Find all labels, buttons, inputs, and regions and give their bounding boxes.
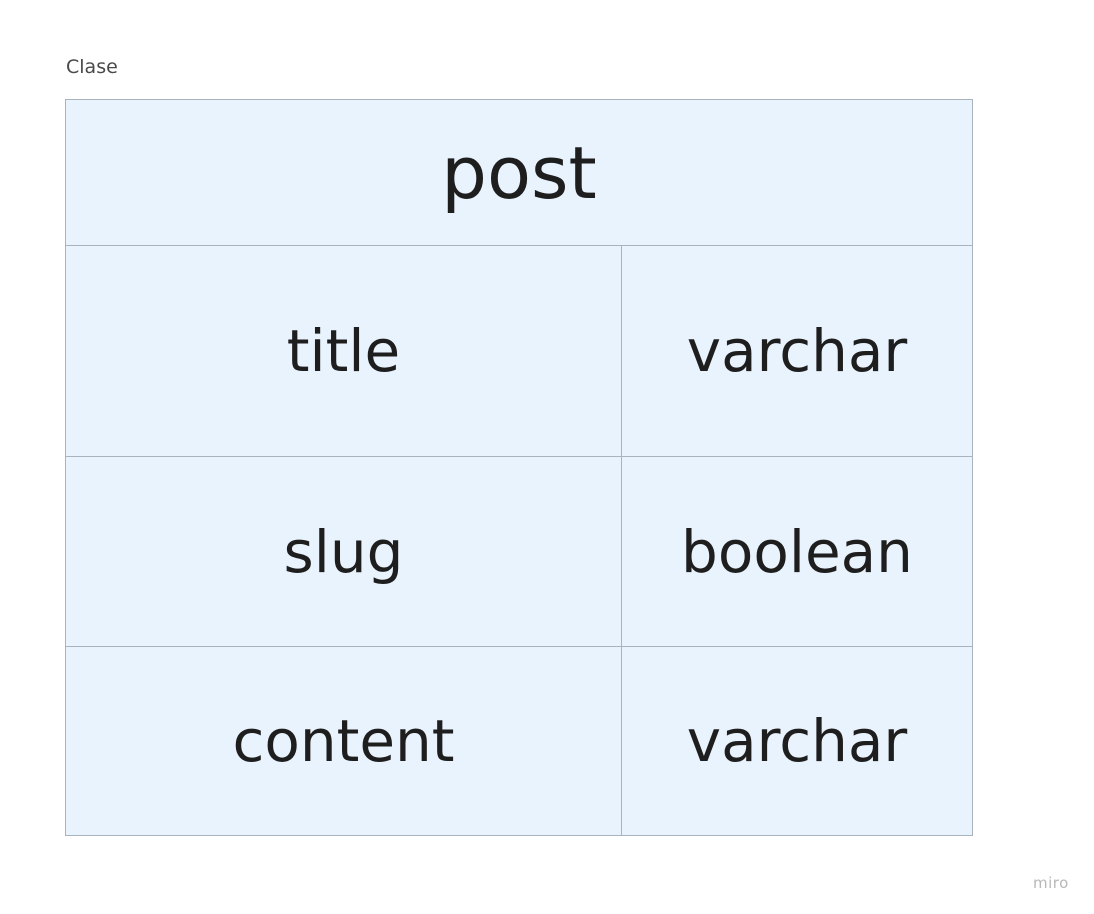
field-row: content varchar [66,647,972,835]
entity-name-cell[interactable]: post [66,100,972,246]
entity-table[interactable]: post title varchar slug boolean content … [65,99,973,836]
frame-label: Clase [66,56,118,78]
field-name-cell[interactable]: slug [66,457,622,646]
field-name-cell[interactable]: content [66,647,622,835]
field-name-cell[interactable]: title [66,246,622,456]
field-row: title varchar [66,246,972,457]
field-type-cell[interactable]: varchar [686,317,908,385]
field-type-cell[interactable]: boolean [681,517,913,586]
field-row: slug boolean [66,457,972,647]
miro-watermark: miro [1033,874,1069,892]
field-type-cell[interactable]: varchar [686,707,908,775]
